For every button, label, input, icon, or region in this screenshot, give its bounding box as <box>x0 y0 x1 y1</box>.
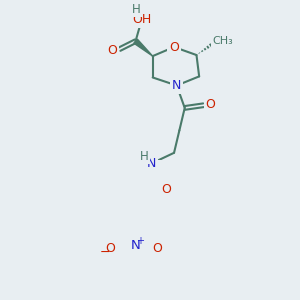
Text: −: − <box>99 246 110 259</box>
Text: +: + <box>136 236 144 246</box>
Text: H: H <box>140 149 148 163</box>
Text: H: H <box>132 3 141 16</box>
Text: O: O <box>206 98 215 111</box>
Text: N: N <box>172 79 182 92</box>
Text: O: O <box>105 242 115 255</box>
Text: OH: OH <box>132 13 151 26</box>
Text: N: N <box>146 157 156 170</box>
Text: CH₃: CH₃ <box>213 36 234 46</box>
Text: O: O <box>161 183 171 196</box>
Polygon shape <box>134 39 153 56</box>
Text: O: O <box>107 44 117 57</box>
Text: O: O <box>152 242 162 255</box>
Text: O: O <box>169 40 179 53</box>
Text: N: N <box>131 239 141 252</box>
